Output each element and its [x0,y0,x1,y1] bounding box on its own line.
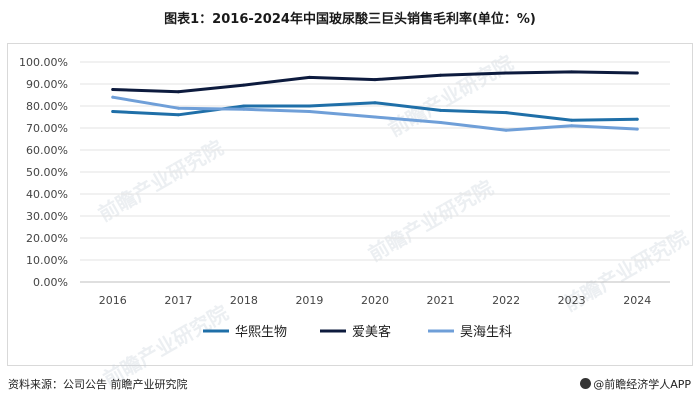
x-axis-ticks: 2016 2017 2018 2019 2020 2021 2022 2023 2024 [99,294,651,307]
y-tick-label: 50.00% [26,166,68,179]
data-point [111,95,115,99]
data-point [635,127,639,131]
data-point [504,71,508,75]
data-point [635,71,639,75]
data-point [307,75,311,79]
x-tick-label: 2018 [230,294,258,307]
data-point [373,115,377,119]
data-point [176,113,180,117]
gridlines [80,61,670,283]
y-tick-label: 90.00% [26,78,68,91]
x-tick-label: 2019 [295,294,323,307]
brand-text: @前瞻经济学人APP [593,378,691,391]
data-point [307,104,311,108]
chart-title: 图表1：2016-2024年中国玻尿酸三巨头销售毛利率(单位：%) [164,12,536,27]
y-tick-label: 100.00% [19,56,68,69]
data-point [439,73,443,77]
data-point [373,101,377,105]
data-point [242,83,246,87]
data-point [176,90,180,94]
y-axis-ticks: 0.00% 10.00% 20.00% 30.00% 40.00% 50.00% 60.00… [19,56,68,289]
legend: 华熙生物 爱美客 昊海生科 [203,324,512,340]
x-tick-label: 2017 [164,294,192,307]
data-point [307,110,311,113]
brand-logo-icon [580,378,592,389]
data-point [635,117,639,121]
data-point [373,78,377,82]
legend-label: 华熙生物 [235,325,287,340]
brand-credit: @前瞻经济学人APP [580,376,691,392]
data-point [242,104,246,108]
y-tick-label: 10.00% [26,254,68,267]
y-tick-label: 0.00% [33,276,68,289]
data-point [570,70,574,74]
data-point [570,124,574,128]
data-point [439,108,443,112]
x-tick-label: 2024 [623,294,651,307]
data-point [111,88,115,91]
data-point [504,128,508,132]
data-point [111,110,115,113]
series-line [111,70,639,94]
y-tick-label: 30.00% [26,210,68,223]
x-tick-label: 2023 [558,294,586,307]
x-tick-label: 2021 [427,294,455,307]
data-point [504,111,508,115]
data-point [439,121,443,124]
legend-label: 昊海生科 [460,325,512,340]
y-tick-label: 70.00% [26,122,68,135]
data-point [242,107,246,111]
y-tick-label: 80.00% [26,100,68,113]
data-point [176,106,180,110]
y-tick-label: 40.00% [26,188,68,201]
x-tick-label: 2016 [99,294,127,307]
chart-frame [7,43,693,366]
y-tick-label: 20.00% [26,232,68,245]
legend-label: 爱美客 [352,324,391,340]
y-tick-label: 60.00% [26,144,68,157]
x-tick-label: 2022 [492,294,520,307]
data-point [570,118,574,122]
source-note: 资料来源：公司公告 前瞻产业研究院 [8,378,188,391]
x-tick-label: 2020 [361,294,389,307]
series-lines [111,70,639,132]
